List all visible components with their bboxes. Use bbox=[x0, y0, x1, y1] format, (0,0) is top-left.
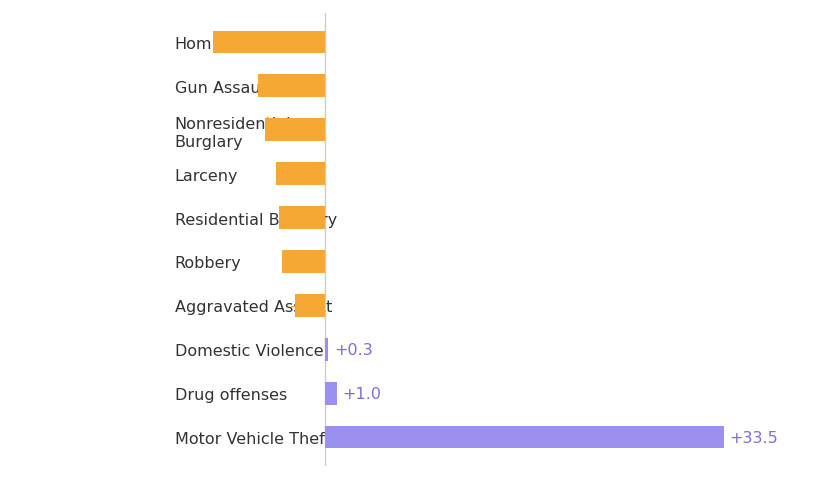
Text: -5.6: -5.6 bbox=[289, 79, 320, 94]
Bar bbox=[265, 119, 325, 142]
Bar bbox=[282, 251, 325, 273]
Text: -3.8: -3.8 bbox=[289, 211, 320, 226]
Bar bbox=[295, 294, 325, 317]
Bar bbox=[276, 163, 325, 186]
Bar bbox=[213, 32, 325, 54]
Bar bbox=[325, 426, 724, 448]
Text: +1.0: +1.0 bbox=[343, 386, 382, 401]
Text: -5.0: -5.0 bbox=[289, 123, 320, 138]
Text: -4.1: -4.1 bbox=[288, 167, 320, 182]
Bar bbox=[325, 338, 328, 361]
Text: +0.3: +0.3 bbox=[335, 342, 373, 357]
Text: -2.5: -2.5 bbox=[289, 298, 320, 313]
Bar bbox=[325, 382, 337, 405]
Text: -9.4%: -9.4% bbox=[273, 36, 320, 50]
Bar bbox=[279, 207, 325, 229]
Bar bbox=[258, 75, 325, 98]
Text: -3.6: -3.6 bbox=[289, 254, 320, 269]
Text: +33.5: +33.5 bbox=[729, 430, 778, 444]
